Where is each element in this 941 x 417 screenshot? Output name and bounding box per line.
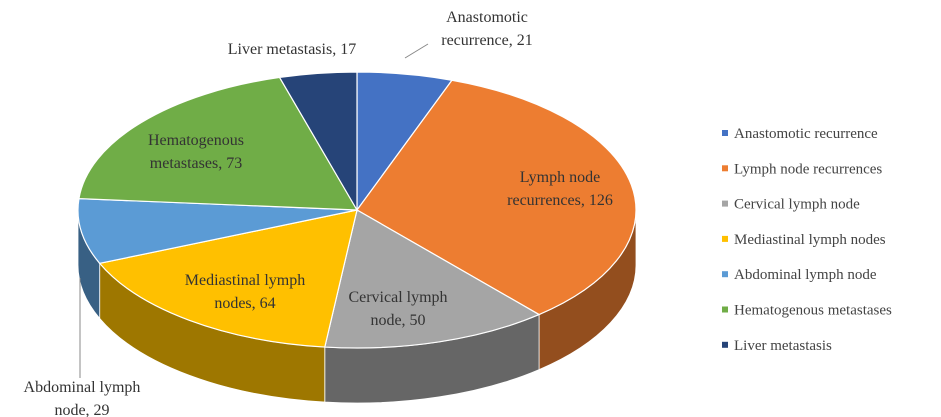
data-label-line: Lymph node <box>520 169 600 186</box>
slice <box>78 76 359 211</box>
data-label: Lymph node recurrences, 126 <box>507 169 613 209</box>
data-label: Hematogenous metastases, 73 <box>148 132 244 172</box>
legend-swatch <box>722 130 728 136</box>
legend-swatch <box>722 271 728 278</box>
slice <box>77 197 358 264</box>
legend-swatch <box>722 200 728 207</box>
slice <box>98 209 358 348</box>
slice <box>278 71 358 213</box>
data-label: Cervical lymph node, 50 <box>348 289 447 329</box>
legend-swatch <box>722 341 728 348</box>
data-label: Liver metastasis, 17 <box>228 41 356 58</box>
data-label-line: Cervical lymph <box>348 289 447 306</box>
leader-line <box>404 43 429 59</box>
legend-label: Lymph node recurrences <box>734 161 882 177</box>
data-label-line: nodes, 64 <box>214 295 275 312</box>
legend-label: Anastomotic recurrence <box>734 126 878 142</box>
slice <box>356 79 637 316</box>
data-label-line: node, 29 <box>54 402 109 417</box>
legend-label: Cervical lymph node <box>734 197 860 213</box>
slice <box>324 209 541 349</box>
data-label-line: Anastomotic <box>446 9 528 26</box>
data-label: Mediastinal lymph nodes, 64 <box>185 272 305 312</box>
data-label-line: recurrence, 21 <box>441 32 533 49</box>
legend-label: Abdominal lymph node <box>734 267 877 283</box>
legend-label: Liver metastasis <box>734 338 832 354</box>
data-label-line: recurrences, 126 <box>507 192 613 209</box>
data-label-line: Hematogenous <box>148 132 244 149</box>
data-label-line: Liver metastasis, 17 <box>228 41 356 58</box>
data-label-line: Mediastinal lymph <box>185 272 305 289</box>
legend-swatch <box>722 235 728 242</box>
legend-label: Mediastinal lymph nodes <box>734 232 886 248</box>
data-label-line: Abdominal lymph <box>24 379 141 396</box>
data-label-line: metastases, 73 <box>150 155 242 172</box>
data-label: Anastomotic recurrence, 21 <box>441 9 533 49</box>
legend-swatch <box>722 306 728 313</box>
legend-label: Hematogenous metastases <box>734 303 892 319</box>
data-label-line: node, 50 <box>370 312 425 329</box>
data-label: Abdominal lymph node, 29 <box>24 379 141 417</box>
legend-swatch <box>722 165 728 172</box>
